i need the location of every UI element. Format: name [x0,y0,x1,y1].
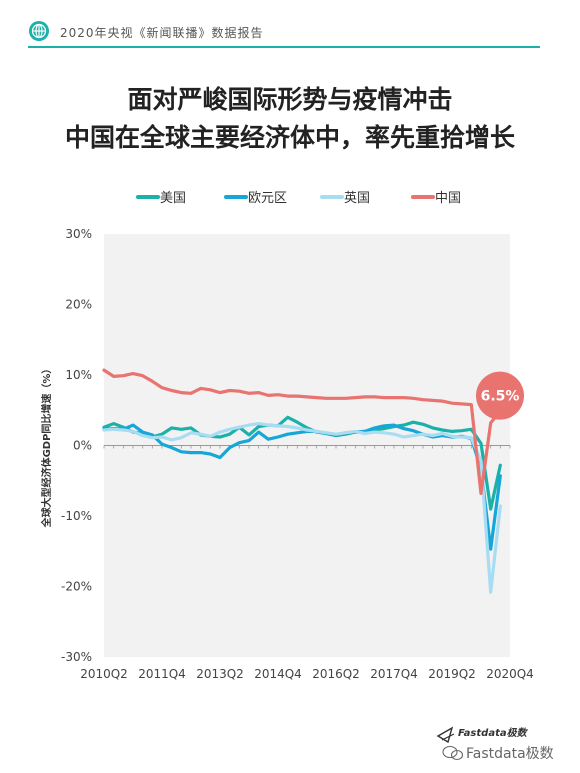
x-tick-label: 2010Q2 [80,667,128,681]
page-title-line1: 面对严峻国际形势与疫情冲击 [127,85,453,114]
legend-label: 欧元区 [248,191,287,206]
footer-brand: Fastdata极数 Fastdata极数 [430,722,580,762]
series-line [102,415,502,511]
chart-legend: 美国 欧元区 英国 中国 [136,191,461,206]
report-header: 2020年央视《新闻联播》数据报告 [28,20,540,48]
chart-annotation: 6.5% [476,371,524,420]
y-tick-label: 10% [65,368,92,382]
chart-series [102,368,512,594]
footer-brand-small: Fastdata极数 [458,727,529,739]
chart-axes: -30% -20% -10% 0% 10% 20% 30% 2010Q2 2011Q4 2013Q… [40,227,534,681]
y-tick-label: 30% [65,227,92,241]
legend-label: 英国 [344,191,370,206]
annotation-bubble [476,371,524,420]
x-tick-label: 2016Q2 [312,667,360,681]
series-line [102,422,502,594]
page-title-line2: 中国在全球主要经济体中，率先重拾增长 [64,123,515,152]
globe-icon [29,21,49,41]
x-tick-label: 2019Q2 [428,667,476,681]
x-tick-label: 2017Q4 [370,667,418,681]
footer-brand-wechat: Fastdata极数 [466,746,554,762]
legend-label: 美国 [160,191,186,206]
annotation-label: 6.5% [481,389,520,405]
x-tick-label: 2011Q4 [138,667,186,681]
x-tick-label: 2013Q2 [196,667,244,681]
y-axis-label: 全球大型经济体GDP同比增速（%） [40,364,53,529]
y-tick-label: -20% [61,580,92,594]
fastdata-logo-icon [436,726,455,744]
gdp-line-chart: 美国 欧元区 英国 中国 -30% -20% -10% 0% 10% 20% 30% 2010Q2 2… [40,191,534,681]
wechat-icon [442,745,464,761]
y-tick-label: 20% [65,298,92,312]
header-text: 2020年央视《新闻联播》数据报告 [60,26,264,40]
x-tick-label: 2014Q4 [254,667,302,681]
y-tick-label: -10% [61,509,92,523]
legend-item: 美国 [136,191,186,206]
series-line [102,368,512,495]
legend-item: 英国 [320,191,370,206]
legend-label: 中国 [435,191,461,206]
footer-logos: Fastdata极数 Fastdata极数 [436,726,554,762]
legend-item: 中国 [411,191,461,206]
y-tick-label: 0% [73,439,92,453]
x-tick-label: 2020Q4 [486,667,534,681]
legend-item: 欧元区 [224,191,287,206]
y-tick-label: -30% [61,650,92,664]
header-divider [28,46,540,48]
